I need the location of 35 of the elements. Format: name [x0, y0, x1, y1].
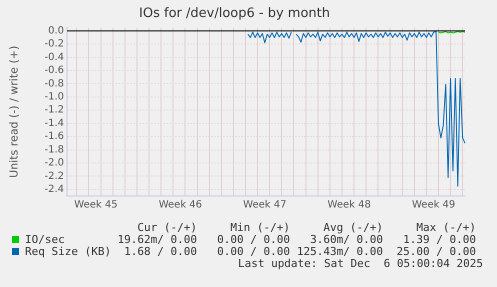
x-tick-label: Week 46	[158, 200, 202, 211]
legend-label: IO/sec	[25, 233, 65, 246]
y-tick-label: -1.2	[44, 104, 64, 116]
text: 1.39 / 0.00	[403, 233, 476, 246]
y-tick-label: -2.2	[44, 170, 64, 182]
text: 125.43m/ 0.00	[296, 245, 383, 258]
text: 25.00 / 0.00	[396, 245, 476, 258]
y-axis-title: Units read (-) / write (+)	[7, 46, 20, 178]
text: 3.60m/ 0.00	[310, 233, 383, 246]
y-tick-label: -2.4	[44, 184, 64, 195]
y-tick-label: -1.4	[44, 118, 64, 129]
text: Min (-/+)	[230, 221, 290, 234]
chart-title: IOs for /dev/loop6 - by month	[139, 6, 330, 22]
text: Avg (-/+)	[323, 221, 383, 234]
y-tick-label: -0.8	[44, 78, 64, 90]
y-tick-label: -0.2	[44, 38, 64, 50]
text: Cur (-/+)	[137, 221, 197, 234]
y-tick-label: -1.8	[44, 144, 64, 156]
x-tick-label: Week 49	[412, 200, 456, 211]
text: 0.00 / 0.00	[217, 233, 290, 246]
y-tick-label: 0.0	[48, 25, 64, 36]
y-tick-label: -0.4	[44, 52, 64, 63]
text: Max (-/+)	[416, 221, 476, 234]
y-tick-label: -1.6	[44, 131, 64, 142]
x-tick-label: Week 45	[74, 200, 118, 211]
legend-label: Req Size (KB)	[25, 245, 112, 258]
y-tick-label: -0.6	[44, 65, 64, 76]
x-tick-label: Week 48	[328, 200, 371, 211]
text: 19.62m/ 0.00	[118, 233, 197, 246]
y-tick-label: -1.0	[44, 92, 64, 103]
text: 1.68 / 0.00	[124, 245, 197, 258]
text: 0.00 / 0.00	[217, 245, 290, 258]
y-tick-label: -2.0	[44, 158, 64, 169]
text: Last update: Sat Dec 6 05:00:04 2025	[238, 257, 483, 270]
x-tick-label: Week 47	[243, 200, 286, 211]
